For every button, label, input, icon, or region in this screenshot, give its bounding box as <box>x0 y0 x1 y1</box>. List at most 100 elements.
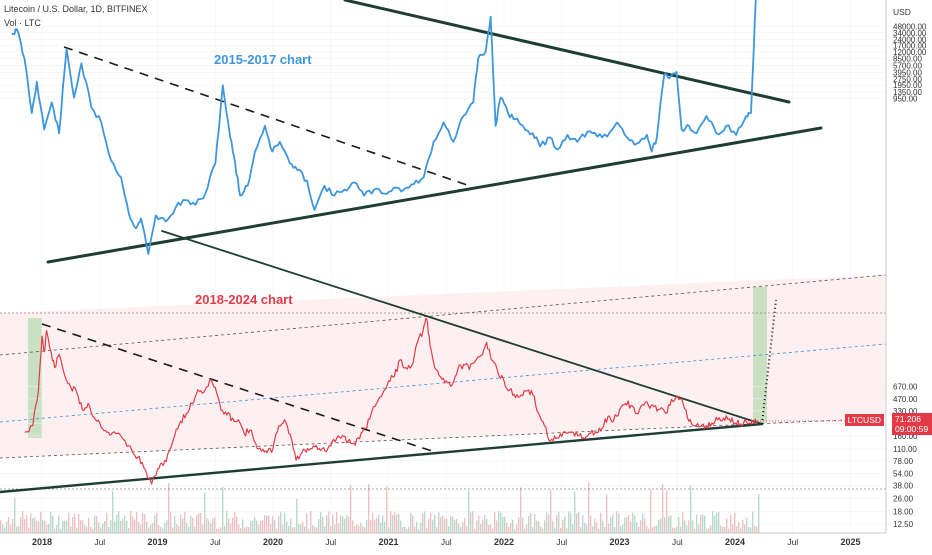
volume-bar <box>260 520 262 533</box>
volume-bar <box>118 511 120 533</box>
volume-bar <box>320 511 322 533</box>
volume-bar <box>558 511 560 533</box>
volume-bar <box>340 515 342 533</box>
x-tick-label: Jul <box>441 537 452 547</box>
volume-bar <box>154 515 156 533</box>
volume-bar <box>100 527 102 533</box>
volume-bar <box>398 513 400 533</box>
volume-bar <box>492 528 494 533</box>
trendline-lower-2018 <box>0 422 764 494</box>
volume-bar <box>204 492 206 533</box>
volume-bar <box>616 511 618 533</box>
volume-bar <box>712 511 714 533</box>
volume-bar <box>644 518 646 533</box>
volume-bar <box>150 524 152 533</box>
volume-bar <box>536 520 538 533</box>
volume-bar <box>578 512 580 533</box>
volume-bar <box>400 520 402 533</box>
volume-bar <box>672 527 674 533</box>
volume-bar <box>258 524 260 533</box>
volume-bar <box>310 511 312 533</box>
volume-bar <box>120 521 122 533</box>
volume-bar <box>512 519 514 533</box>
y-tick-label: 670.00 <box>893 383 918 392</box>
volume-bar <box>494 511 496 533</box>
volume-bar <box>560 527 562 533</box>
volume-bar <box>190 515 192 533</box>
volume-bar <box>698 524 700 533</box>
volume-bar <box>428 518 430 533</box>
volume-bar <box>28 527 30 533</box>
x-tick-label: Jul <box>325 537 336 547</box>
y-tick-label: 1950.00 <box>893 81 922 90</box>
volume-bar <box>654 525 656 533</box>
volume-bar <box>594 519 596 533</box>
volume-bar <box>388 527 390 533</box>
volume-bar <box>306 513 308 533</box>
volume-bar <box>188 526 190 533</box>
volume-bar <box>164 522 166 533</box>
volume-bar <box>366 519 368 533</box>
volume-bar <box>0 520 2 533</box>
y-tick-label: 470.00 <box>893 395 918 404</box>
volume-bar <box>246 526 248 533</box>
volume-bar <box>456 518 458 533</box>
x-tick-label: Jul <box>556 537 567 547</box>
volume-bar <box>726 518 728 533</box>
ticker-label: LTCUSD <box>847 415 881 425</box>
volume-bar <box>674 528 676 533</box>
volume-bar <box>342 516 344 533</box>
volume-bar <box>626 517 628 533</box>
volume-bar <box>752 511 754 533</box>
volume-bar <box>662 484 664 533</box>
volume-bar <box>568 511 570 533</box>
volume-bar <box>466 525 468 533</box>
volume-bar <box>386 486 388 533</box>
volume-bar <box>290 518 292 533</box>
volume-bar <box>242 519 244 533</box>
volume-bar <box>180 514 182 533</box>
volume-bar <box>700 515 702 533</box>
volume-bar <box>380 522 382 533</box>
volume-bar <box>332 514 334 533</box>
volume-bar <box>178 526 180 533</box>
volume-bar <box>528 515 530 533</box>
volume-bar <box>268 515 270 533</box>
volume-bar <box>434 515 436 533</box>
volume-bar <box>688 520 690 533</box>
volume-bar <box>476 520 478 533</box>
volume-bar <box>468 490 470 533</box>
volume-bar <box>694 528 696 533</box>
volume-bar <box>346 515 348 533</box>
volume-bar <box>708 528 710 533</box>
volume-bar <box>550 489 552 533</box>
volume-bar <box>406 528 408 533</box>
volume-bar <box>574 491 576 533</box>
x-tick-label: Jul <box>787 537 798 547</box>
volume-bar <box>282 524 284 533</box>
series-2018-2024-line <box>24 318 759 485</box>
volume-bar <box>300 524 302 533</box>
volume-bar <box>12 518 14 533</box>
volume-bar <box>480 523 482 533</box>
highlight-2017-box <box>28 318 42 438</box>
volume-bar <box>318 518 320 533</box>
volume-bar <box>498 511 500 533</box>
volume-bar <box>18 525 20 533</box>
volume-bar <box>478 515 480 533</box>
volume-bar <box>152 523 154 533</box>
volume-bar <box>170 511 172 533</box>
volume-bar <box>426 527 428 533</box>
volume-bar <box>470 512 472 533</box>
volume-bar <box>142 512 144 533</box>
volume-bar <box>604 527 606 533</box>
volume-bar <box>742 519 744 533</box>
volume-bar <box>630 522 632 533</box>
volume-bar <box>68 512 70 533</box>
y-tick-label: 26.00 <box>893 495 914 504</box>
volume-bar <box>30 513 32 533</box>
volume-bar <box>112 490 114 533</box>
volume-bar <box>184 511 186 533</box>
channel-upper <box>0 274 886 356</box>
